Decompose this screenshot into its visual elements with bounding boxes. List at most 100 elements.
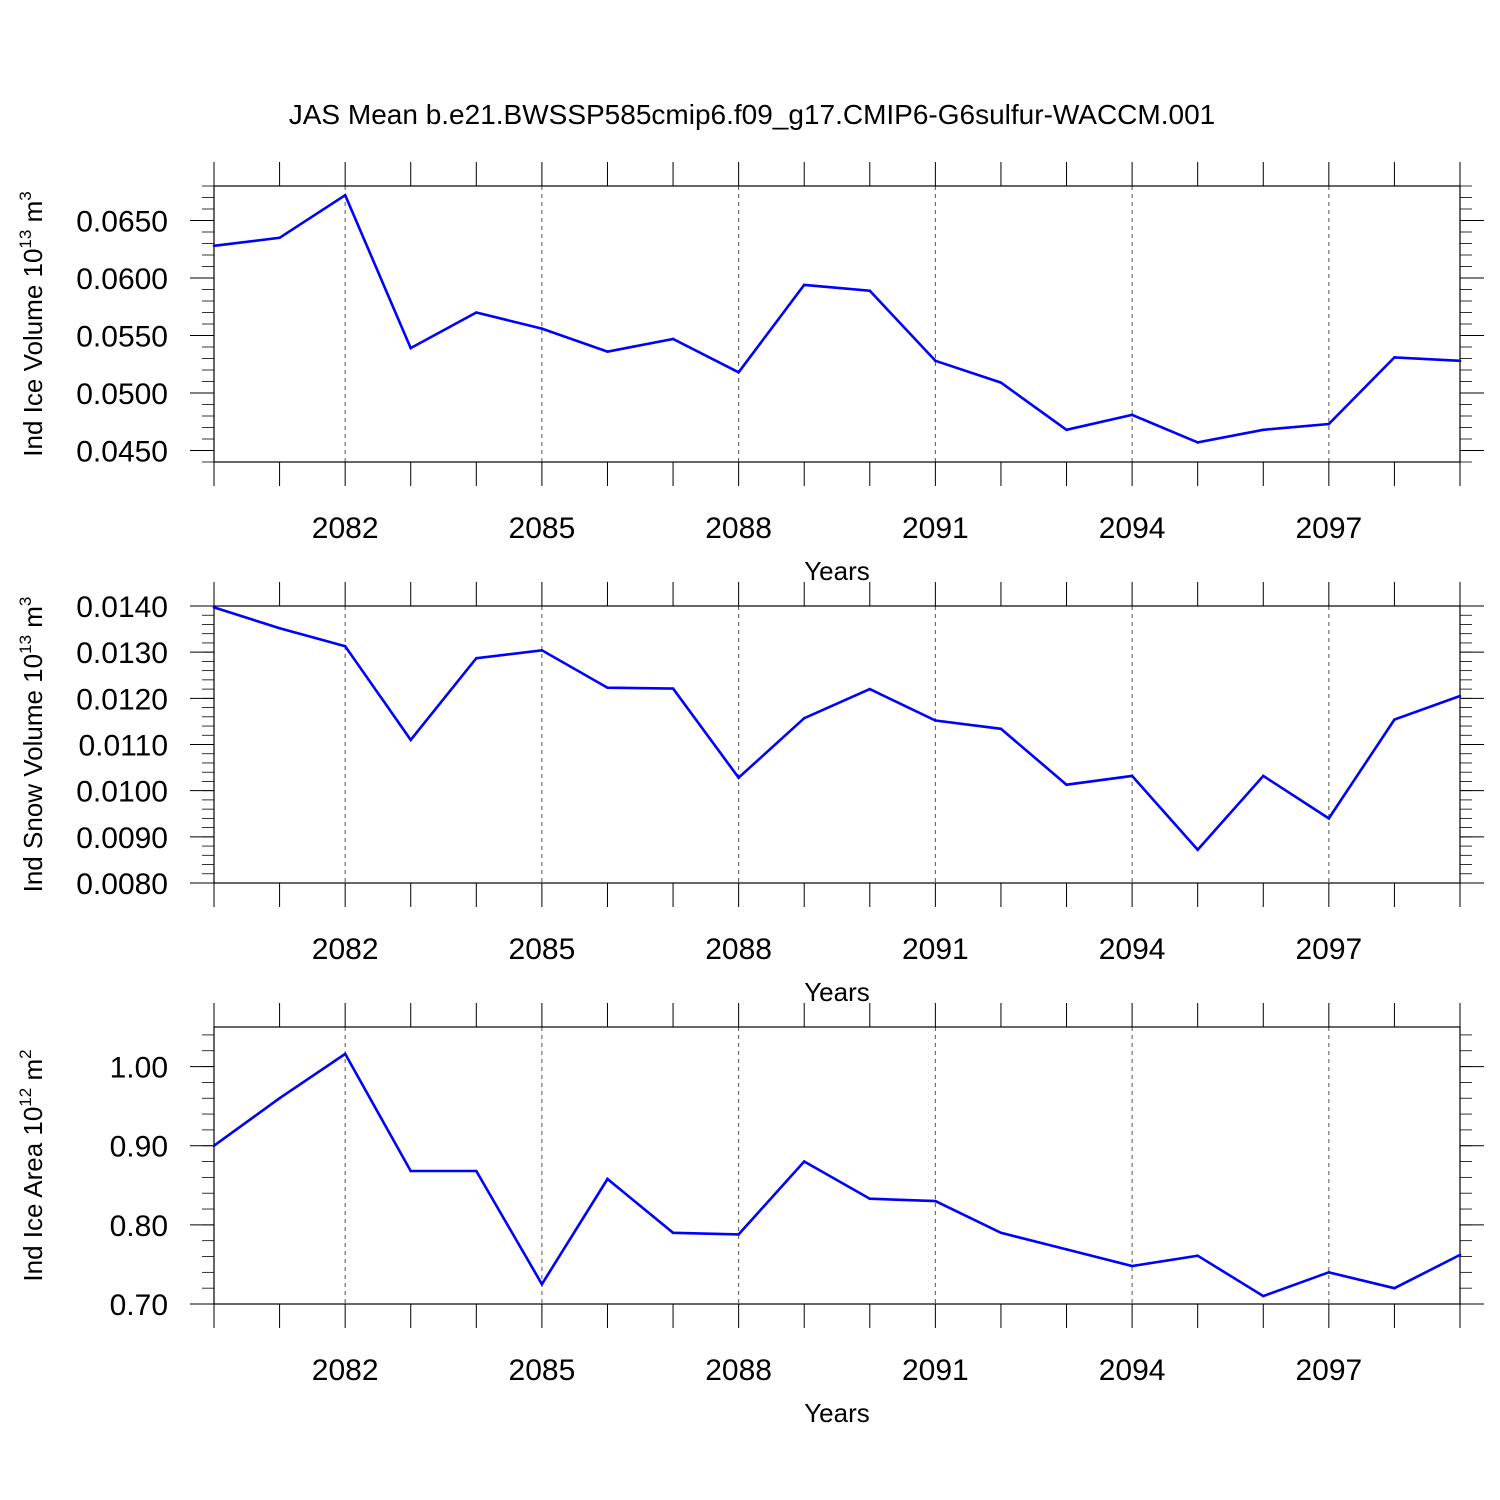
data-point — [1130, 1264, 1134, 1268]
data-point — [1327, 1271, 1331, 1274]
data-point — [606, 350, 609, 353]
data-point — [475, 311, 478, 314]
y-tick-label: 0.0600 — [76, 263, 168, 296]
data-point — [475, 1169, 478, 1173]
y-tick-label: 0.90 — [110, 1131, 168, 1164]
data-point — [1261, 1294, 1265, 1298]
x-tick-label: 2085 — [509, 1354, 576, 1387]
data-point — [1196, 1254, 1199, 1258]
data-point — [1065, 1248, 1068, 1251]
data-point — [934, 719, 937, 722]
data-point — [540, 1282, 544, 1286]
x-tick-label: 2091 — [902, 512, 969, 545]
data-point — [868, 687, 872, 691]
plot-frame — [213, 1026, 1461, 1305]
data-point — [999, 727, 1003, 731]
series-line — [213, 606, 1461, 852]
y-tick-label: 0.70 — [110, 1289, 168, 1322]
data-point — [868, 1197, 872, 1201]
data-point — [343, 644, 347, 648]
data-point — [1327, 422, 1331, 426]
data-point — [1458, 1253, 1462, 1257]
data-point — [409, 346, 413, 350]
x-tick-label: 2094 — [1099, 512, 1166, 545]
y-tick-label: 0.0130 — [76, 637, 168, 670]
data-point — [802, 1160, 806, 1163]
data-point — [212, 606, 216, 609]
data-point — [1393, 1286, 1396, 1290]
series-line — [213, 1052, 1461, 1298]
y-tick-label: 0.0120 — [76, 683, 168, 716]
x-tick-label: 2088 — [705, 933, 772, 966]
data-point — [1261, 774, 1265, 778]
data-point — [278, 626, 281, 630]
data-point — [802, 716, 806, 720]
data-point — [671, 1231, 675, 1235]
data-point — [409, 738, 413, 742]
data-point — [343, 193, 347, 197]
x-tick-label: 2097 — [1295, 933, 1362, 966]
y-tick-label: 0.0500 — [76, 378, 168, 411]
x-tick-label: 2097 — [1295, 512, 1362, 545]
x-axis-label: Years — [804, 977, 870, 1007]
y-tick-label: 0.80 — [110, 1210, 168, 1243]
data-point — [802, 283, 806, 287]
series-line — [213, 193, 1461, 444]
plot-frame — [213, 605, 1461, 884]
data-point — [540, 327, 544, 330]
figure-title: JAS Mean b.e21.BWSSP585cmip6.f09_g17.CMI… — [289, 99, 1215, 130]
x-tick-label: 2088 — [705, 1354, 772, 1387]
data-point — [475, 656, 478, 660]
y-tick-label: 0.0090 — [76, 822, 168, 855]
data-point — [1393, 356, 1396, 359]
x-tick-label: 2094 — [1099, 1354, 1166, 1387]
data-point — [934, 1199, 937, 1203]
data-point — [737, 371, 740, 374]
y-tick-label: 1.00 — [110, 1052, 168, 1085]
data-point — [212, 1144, 216, 1148]
data-point — [934, 359, 937, 363]
data-point — [868, 289, 872, 292]
data-point — [606, 1177, 609, 1181]
data-point — [409, 1169, 413, 1173]
y-tick-label: 0.0110 — [78, 730, 168, 763]
x-tick-label: 2082 — [312, 1354, 379, 1387]
data-point — [1130, 413, 1134, 417]
y-tick-label: 0.0550 — [76, 321, 168, 354]
data-point — [737, 776, 740, 780]
data-point — [212, 244, 216, 248]
data-point — [343, 1052, 347, 1056]
data-point — [540, 649, 544, 652]
x-axis-label: Years — [804, 556, 870, 586]
x-axis-label: Years — [804, 1398, 870, 1428]
panel-3: 0.70 0.80 0.90 1.00 2082 2085 2088 2091 2094 2097… — [16, 1003, 1484, 1428]
data-point — [671, 337, 675, 341]
data-point — [606, 686, 609, 690]
x-tick-label: 2082 — [312, 512, 379, 545]
data-point — [999, 1231, 1003, 1235]
x-tick-label: 2082 — [312, 933, 379, 966]
x-tick-label: 2085 — [509, 512, 576, 545]
data-point — [1393, 718, 1396, 721]
data-point — [737, 1233, 740, 1236]
data-point — [1261, 428, 1265, 432]
panel-1: 0.0450 0.0500 0.0550 0.0600 0.0650 2082 2085 20… — [16, 162, 1484, 586]
y-tick-label: 0.0080 — [76, 868, 168, 901]
x-tick-label: 2091 — [902, 933, 969, 966]
x-tick-label: 2091 — [902, 1354, 969, 1387]
data-point — [1130, 774, 1134, 778]
x-tick-label: 2094 — [1099, 933, 1166, 966]
y-tick-label: 0.0140 — [76, 591, 168, 624]
data-point — [278, 1096, 281, 1100]
data-point — [671, 687, 675, 690]
y-axis-label: Ind Ice Area 1012 m2 — [16, 1049, 48, 1281]
data-point — [1196, 848, 1199, 852]
data-point — [1196, 441, 1199, 444]
y-tick-label: 0.0100 — [76, 776, 168, 809]
x-tick-label: 2085 — [509, 933, 576, 966]
data-point — [1327, 817, 1331, 820]
data-point — [1458, 359, 1462, 363]
y-tick-label: 0.0450 — [76, 436, 168, 469]
x-tick-label: 2097 — [1295, 1354, 1362, 1387]
